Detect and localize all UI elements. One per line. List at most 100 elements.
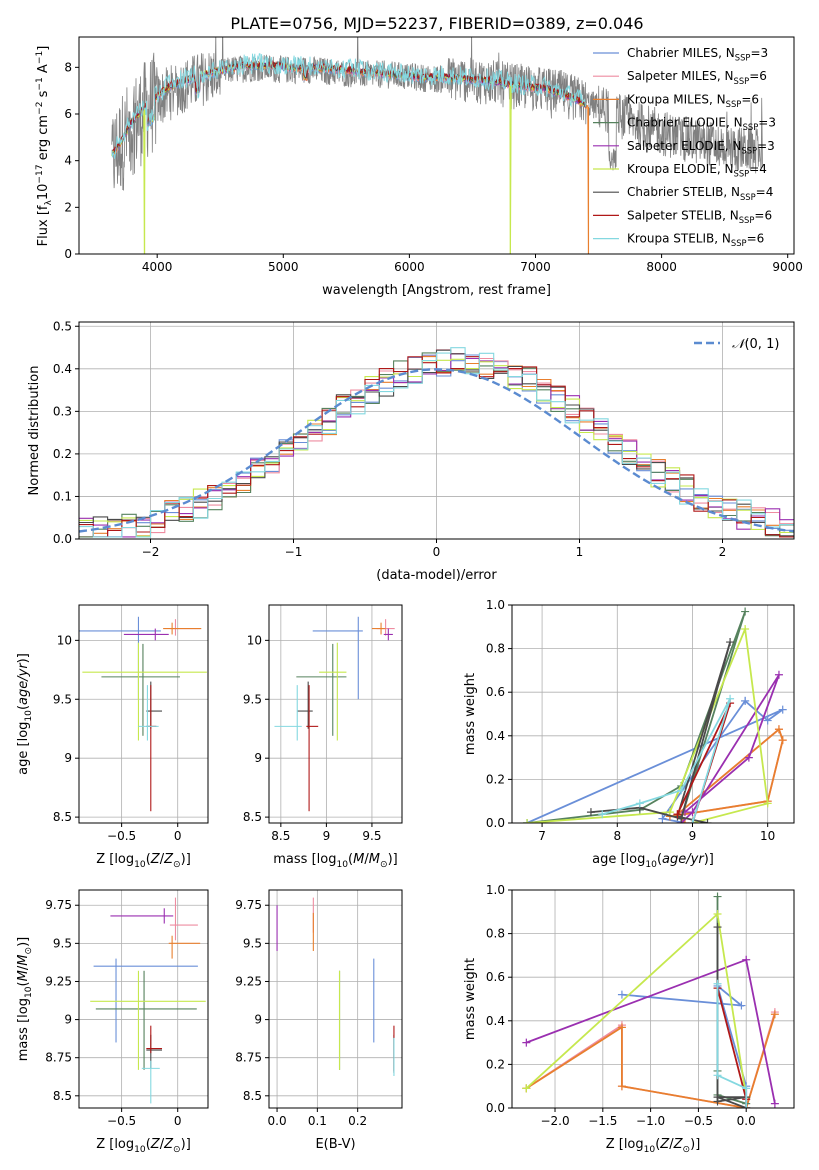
y-tick-label: 1.0 xyxy=(486,883,505,897)
text-part: SSP xyxy=(731,238,747,248)
y-tick-label: 0.4 xyxy=(486,1014,505,1028)
weight-marker xyxy=(778,736,787,745)
x-tick-label: 9.5 xyxy=(362,829,381,843)
text-part: Z xyxy=(673,1137,684,1152)
y-tick-label: 8.75 xyxy=(45,1051,72,1065)
text-part: A xyxy=(36,64,51,77)
x-tick-label: 10 xyxy=(760,829,775,843)
y-tick-label: 8.75 xyxy=(235,1051,262,1065)
x-axis-label: E(B-V) xyxy=(315,1137,355,1152)
y-tick-label: 9.5 xyxy=(243,692,262,706)
weight-series-line xyxy=(716,983,748,1108)
x-axis-label: mass [log10(M/M⊙)] xyxy=(273,852,397,870)
text-part: / xyxy=(364,852,369,867)
text-part: 10 xyxy=(24,986,34,998)
text-part: ( xyxy=(146,852,151,867)
text-part: Chabrier STELIB, N xyxy=(627,185,740,199)
text-part: =3 xyxy=(758,116,776,130)
axes-border xyxy=(268,889,403,1109)
y-tick-label: 0.1 xyxy=(53,489,72,503)
axes-frame: 4000 5000 6000 7000 8000 9000 0 2 4 6 8 Chabrier MI… xyxy=(64,36,803,274)
x-tick-label: 8000 xyxy=(646,260,677,274)
weight-marker xyxy=(617,990,626,999)
x-tick-label: 8 xyxy=(613,829,621,843)
weight-marker xyxy=(726,638,735,647)
weight-marker xyxy=(586,808,595,817)
x-axis-label: (data-model)/error xyxy=(376,568,497,583)
y-axis-label: age [log10(age/yr)] xyxy=(16,653,34,775)
y-axis-label: mass weight xyxy=(463,673,478,755)
text-part: )] xyxy=(388,852,398,867)
axes-frame: 0.0 0.1 0.2 8.5 8.75 9 9.25 9.5 9.75 xyxy=(235,889,403,1128)
y-tick-label: 4 xyxy=(64,154,72,168)
y-tick-label: 9.25 xyxy=(235,974,262,988)
weight-marker xyxy=(703,819,712,823)
y-tick-label: 0.5 xyxy=(53,319,72,333)
plot-area xyxy=(276,897,395,1076)
text-part: / xyxy=(160,852,165,867)
legend-entry: Kroupa ELODIE, NSSP=4 xyxy=(627,162,767,179)
axes-frame: 8.5 9 9.5 8.5 9 9.5 10 xyxy=(243,604,403,843)
x-tick-label: 4000 xyxy=(142,260,173,274)
y-axis-label: mass weight xyxy=(463,958,478,1040)
weight-marker xyxy=(617,1023,626,1032)
text-part: mass [log xyxy=(273,852,336,867)
text-part: ( xyxy=(16,981,31,986)
axes-frame: −0.5 0 8.5 9 9.5 10 xyxy=(53,604,209,843)
legend-entry: Salpeter ELODIE, NSSP=3 xyxy=(627,139,775,156)
text-part: M xyxy=(369,852,380,867)
text-part: M xyxy=(16,955,31,966)
y-tick-label: 0.4 xyxy=(53,362,72,376)
x-axis-label: wavelength [Angstrom, rest frame] xyxy=(322,283,551,298)
y-tick-label: 9.75 xyxy=(235,898,262,912)
text-part: ( xyxy=(348,852,353,867)
figure-title: PLATE=0756, MJD=52237, FIBERID=0389, z=0… xyxy=(230,14,643,33)
weight-marker xyxy=(741,696,750,705)
y-tick-label: 8.5 xyxy=(243,1089,262,1103)
x-tick-label: 9 xyxy=(323,829,331,843)
axes-border xyxy=(78,604,209,824)
text-part: 10 xyxy=(336,860,348,870)
y-tick-label: 9.5 xyxy=(243,936,262,950)
legend-entry: Kroupa MILES, NSSP=6 xyxy=(627,92,759,109)
y-axis-label: mass [log10(M/M⊙)] xyxy=(16,937,34,1061)
x-axis-label: Z [log10(Z/Z⊙)] xyxy=(606,1137,701,1155)
text-part: ⊙ xyxy=(173,860,181,870)
y-tick-label: 0.4 xyxy=(486,729,505,743)
weight-marker xyxy=(770,1010,779,1019)
text-part: Z xyxy=(163,1137,174,1152)
y-tick-label: 0 xyxy=(64,247,72,261)
text-part: =6 xyxy=(741,92,759,106)
x-tick-label: 1 xyxy=(576,545,584,559)
weight-marker xyxy=(737,1001,746,1010)
text-part: SSP xyxy=(726,99,742,109)
x-axis-label: Z [log10(Z/Z⊙)] xyxy=(96,852,191,870)
text-part: (0, 1) xyxy=(744,337,779,352)
observed-spectrum-line xyxy=(111,37,763,191)
weight-marker xyxy=(522,1084,531,1093)
weight-marker xyxy=(677,786,686,795)
text-part: Chabrier ELODIE, N xyxy=(627,116,743,130)
weight-marker xyxy=(763,799,772,808)
text-part: E(B-V) xyxy=(315,1137,355,1152)
text-part: M xyxy=(16,970,31,981)
y-tick-label: 0.2 xyxy=(53,447,72,461)
text-part: ⊙ xyxy=(173,1145,181,1155)
weight-marker xyxy=(770,1099,779,1108)
text-part: Z xyxy=(150,1137,161,1152)
y-tick-label: 6 xyxy=(64,107,72,121)
weight-marker xyxy=(617,1082,626,1091)
text-part: M xyxy=(353,852,364,867)
weight-marker xyxy=(522,1038,531,1047)
y-tick-label: 0.2 xyxy=(486,1057,505,1071)
text-part: Flux [f xyxy=(36,205,51,246)
text-part: Z [log xyxy=(96,852,134,867)
weight-marker xyxy=(726,694,735,703)
weight-series-line xyxy=(590,641,731,823)
y-tick-label: 9.5 xyxy=(53,692,72,706)
text-part: Salpeter ELODIE, N xyxy=(627,139,741,153)
weight-marker xyxy=(763,716,772,725)
x-tick-label: −0.5 xyxy=(107,1114,136,1128)
